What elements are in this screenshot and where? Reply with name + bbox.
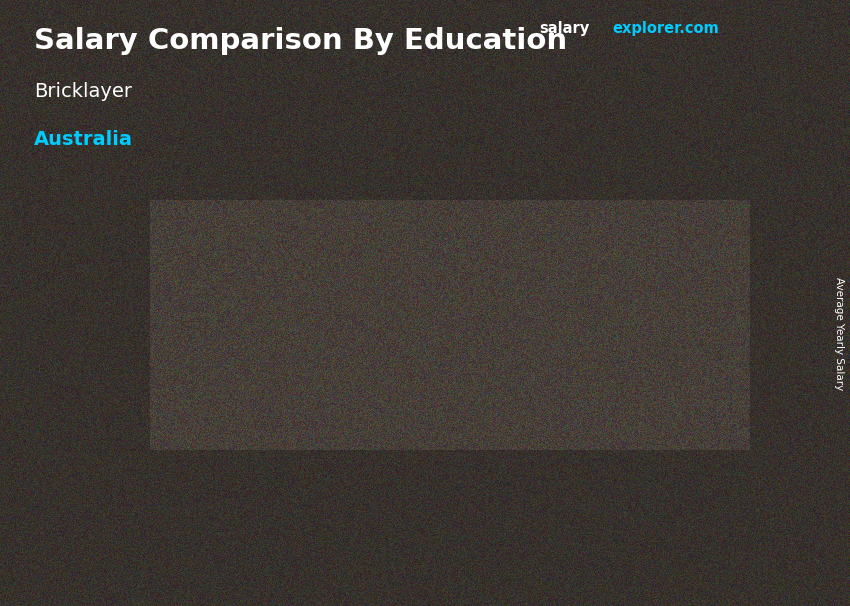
Text: +54%: +54% — [385, 203, 492, 236]
Bar — [375, 331, 458, 338]
Bar — [154, 385, 161, 497]
Text: +47%: +47% — [135, 298, 243, 331]
Text: 23,600 AUD: 23,600 AUD — [375, 307, 475, 322]
Text: Bricklayer: Bricklayer — [34, 82, 132, 101]
Bar — [154, 385, 237, 390]
Text: salary: salary — [540, 21, 590, 36]
Bar — [154, 385, 237, 497]
Bar — [375, 331, 382, 497]
Text: Salary Comparison By Education: Salary Comparison By Education — [34, 27, 567, 55]
Bar — [674, 244, 679, 497]
FancyArrowPatch shape — [239, 305, 368, 368]
FancyArrowPatch shape — [460, 220, 588, 301]
Text: Average Yearly Salary: Average Yearly Salary — [834, 277, 844, 390]
Bar — [375, 331, 458, 497]
Text: 16,000 AUD: 16,000 AUD — [154, 360, 254, 375]
Text: Australia: Australia — [34, 130, 133, 149]
Bar — [596, 244, 603, 497]
Text: 36,200 AUD: 36,200 AUD — [596, 217, 696, 232]
Bar — [596, 244, 679, 253]
Bar — [596, 244, 679, 497]
Text: explorer.com: explorer.com — [612, 21, 719, 36]
Bar — [453, 331, 458, 497]
Bar — [232, 385, 237, 497]
